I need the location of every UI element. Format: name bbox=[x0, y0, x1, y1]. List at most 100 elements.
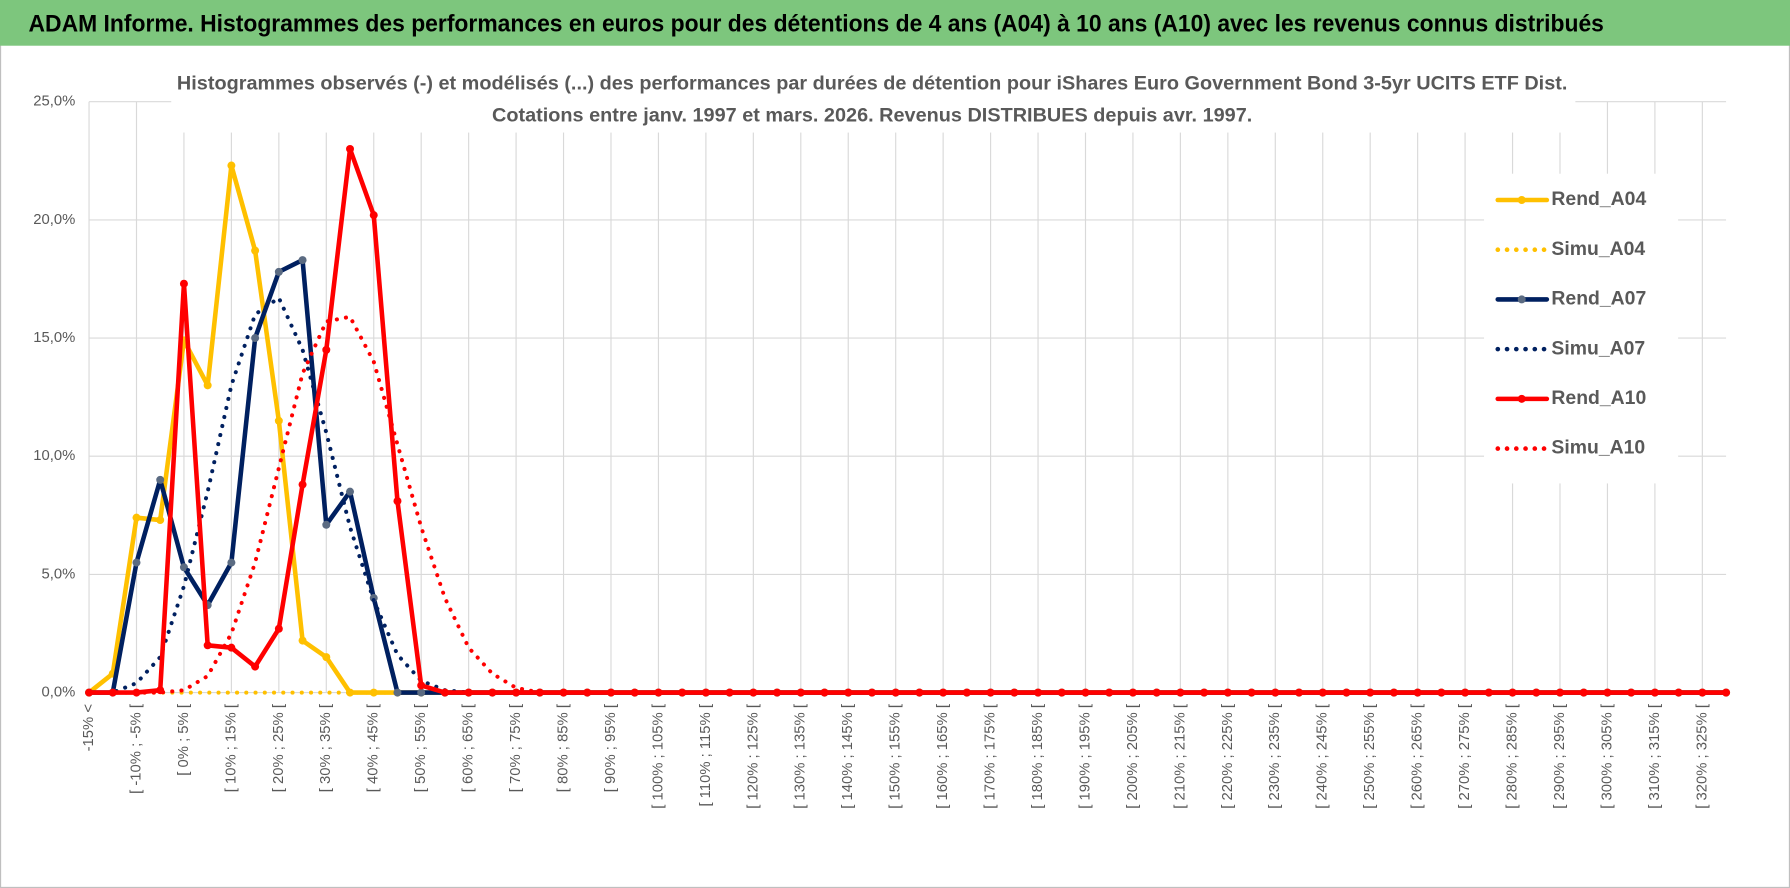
legend-label: Simu_A04 bbox=[1551, 238, 1645, 260]
x-tick-label: [ 100% ; 105% [ bbox=[650, 704, 666, 809]
legend-label: Simu_A07 bbox=[1551, 337, 1645, 359]
x-tick-label: [ 170% ; 175% [ bbox=[983, 704, 999, 809]
x-tick-label: [ 310% ; 315% [ bbox=[1647, 704, 1663, 809]
legend-label: Rend_A10 bbox=[1551, 387, 1646, 409]
x-tick-label: [ 0% ; 5% [ bbox=[176, 704, 192, 776]
data-point bbox=[369, 211, 378, 220]
x-tick-label: [ 10% ; 15% [ bbox=[223, 704, 239, 792]
data-point bbox=[1484, 688, 1493, 697]
data-point bbox=[1176, 688, 1185, 697]
data-point bbox=[417, 688, 426, 697]
data-point bbox=[346, 487, 355, 496]
x-tick-label: [ 240% ; 245% [ bbox=[1315, 704, 1331, 809]
data-point bbox=[227, 558, 236, 567]
x-tick-label: [ 20% ; 25% [ bbox=[271, 704, 287, 792]
data-point bbox=[1437, 688, 1446, 697]
legend-label: Rend_A07 bbox=[1551, 288, 1646, 310]
data-point bbox=[1010, 688, 1019, 697]
x-tick-label: -15% < bbox=[81, 704, 97, 751]
x-tick-label: [ 30% ; 35% [ bbox=[318, 704, 334, 792]
series-line bbox=[86, 146, 1729, 695]
data-point bbox=[1389, 688, 1398, 697]
x-tick-label: [ -10% ; -5% [ bbox=[128, 704, 144, 794]
data-point bbox=[1057, 688, 1066, 697]
header-band bbox=[0, 0, 1790, 46]
data-point bbox=[1603, 688, 1612, 697]
x-tick-label: [ 210% ; 215% [ bbox=[1172, 704, 1188, 809]
y-tick-label: 5,0% bbox=[42, 566, 76, 582]
legend-label: Rend_A04 bbox=[1551, 188, 1646, 210]
x-tick-label: [ 300% ; 305% [ bbox=[1599, 704, 1615, 809]
data-point bbox=[606, 688, 615, 697]
data-point bbox=[274, 624, 283, 633]
data-point bbox=[512, 688, 521, 697]
data-point bbox=[132, 558, 141, 567]
data-point bbox=[393, 497, 402, 506]
data-point bbox=[464, 688, 473, 697]
data-point bbox=[179, 279, 188, 288]
data-point bbox=[132, 513, 141, 522]
x-tick-label: [ 320% ; 325% [ bbox=[1694, 704, 1710, 809]
data-point bbox=[251, 334, 260, 343]
data-point bbox=[986, 688, 995, 697]
data-point bbox=[274, 267, 283, 276]
data-point bbox=[1152, 688, 1161, 697]
data-point bbox=[108, 688, 117, 697]
x-tick-label: [ 120% ; 125% [ bbox=[745, 704, 761, 809]
chart-title: Histogrammes observés (-) et modélisés (… bbox=[177, 73, 1567, 95]
x-tick-label: [ 50% ; 55% [ bbox=[413, 704, 429, 792]
x-tick-label: [ 290% ; 295% [ bbox=[1552, 704, 1568, 809]
x-tick-label: [ 220% ; 225% [ bbox=[1220, 704, 1236, 809]
x-tick-label: [ 260% ; 265% [ bbox=[1410, 704, 1426, 809]
x-tick-label: [ 270% ; 275% [ bbox=[1457, 704, 1473, 809]
data-point bbox=[393, 688, 402, 697]
data-point bbox=[1105, 688, 1114, 697]
data-point bbox=[891, 688, 900, 697]
data-point bbox=[1223, 688, 1232, 697]
y-tick-label: 10,0% bbox=[33, 448, 75, 464]
data-point bbox=[630, 688, 639, 697]
x-tick-label: [ 140% ; 145% [ bbox=[840, 704, 856, 809]
data-point bbox=[773, 688, 782, 697]
legend-marker bbox=[1517, 295, 1526, 304]
data-point bbox=[440, 688, 449, 697]
data-point bbox=[844, 688, 853, 697]
data-point bbox=[298, 636, 307, 645]
x-tick-label: [ 60% ; 65% [ bbox=[461, 704, 477, 792]
x-tick-label: [ 90% ; 95% [ bbox=[603, 704, 619, 792]
header-title: ADAM Informe. Histogrammes des performan… bbox=[29, 10, 1604, 37]
data-point bbox=[1318, 688, 1327, 697]
data-point bbox=[1366, 688, 1375, 697]
data-point bbox=[251, 246, 260, 255]
data-point bbox=[725, 688, 734, 697]
x-tick-label: [ 250% ; 255% [ bbox=[1362, 704, 1378, 809]
data-point bbox=[203, 381, 212, 390]
x-tick-label: [ 40% ; 45% [ bbox=[366, 704, 382, 792]
x-tick-label: [ 230% ; 235% [ bbox=[1267, 704, 1283, 809]
legend-marker bbox=[1517, 196, 1526, 204]
x-tick-label: [ 110% ; 115% [ bbox=[698, 704, 714, 807]
data-point bbox=[179, 563, 188, 572]
data-point bbox=[820, 688, 829, 697]
data-point bbox=[939, 688, 948, 697]
x-tick-label: [ 200% ; 205% [ bbox=[1125, 704, 1141, 809]
data-point bbox=[298, 480, 307, 489]
x-tick-label: [ 80% ; 85% [ bbox=[555, 704, 571, 792]
x-tick-label: [ 160% ; 165% [ bbox=[935, 704, 951, 809]
data-point bbox=[1556, 688, 1564, 697]
data-point bbox=[251, 662, 260, 671]
data-point bbox=[203, 641, 212, 650]
y-tick-label: 20,0% bbox=[33, 212, 75, 228]
data-point bbox=[298, 256, 307, 265]
legend-label: Simu_A10 bbox=[1551, 437, 1645, 459]
data-point bbox=[1271, 688, 1280, 697]
y-tick-label: 15,0% bbox=[33, 330, 75, 346]
y-tick-label: 25,0% bbox=[33, 94, 75, 110]
data-point bbox=[322, 653, 331, 662]
data-point bbox=[1532, 688, 1541, 697]
data-point bbox=[678, 688, 687, 697]
data-point bbox=[417, 681, 426, 690]
data-point bbox=[227, 161, 236, 170]
series-line bbox=[87, 314, 1729, 695]
